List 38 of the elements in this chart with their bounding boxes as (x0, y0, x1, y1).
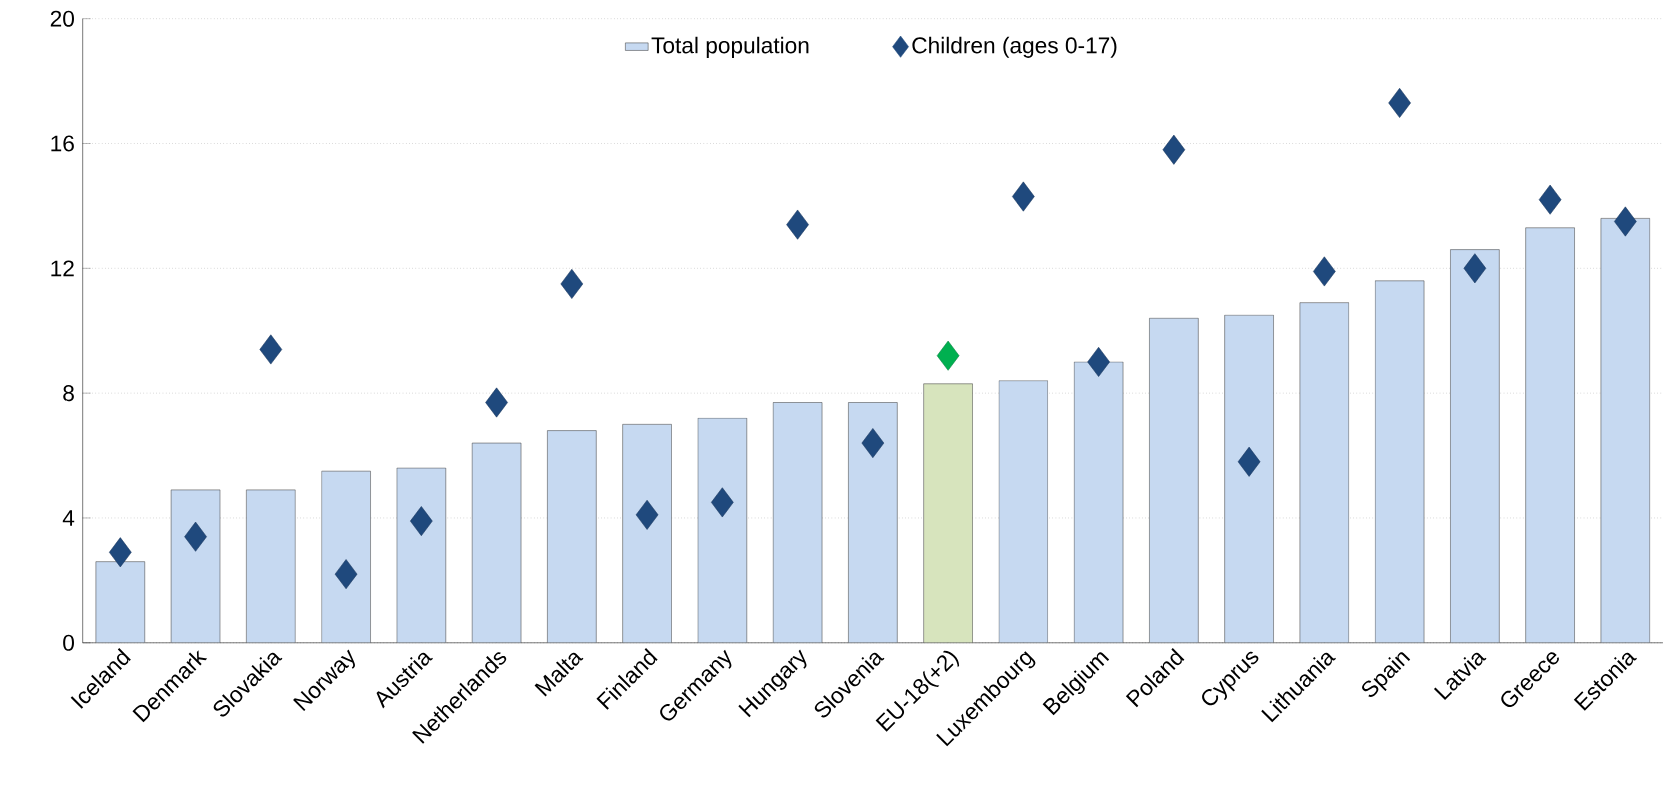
y-tick-label: 8 (63, 385, 74, 402)
bar (848, 402, 898, 643)
bar (1149, 318, 1199, 643)
point (184, 521, 207, 552)
point (1388, 88, 1411, 118)
point (1237, 446, 1261, 477)
point (1162, 134, 1186, 165)
point (1538, 184, 1562, 215)
point (259, 334, 283, 365)
point (485, 387, 508, 418)
point (861, 428, 885, 459)
bar (170, 489, 221, 643)
bar (1224, 314, 1274, 643)
bar (998, 380, 1049, 643)
bar (547, 430, 597, 643)
point (1463, 253, 1487, 284)
y-tick-label: 12 (51, 260, 74, 277)
y-tick-label: 4 (62, 510, 75, 526)
point (635, 500, 659, 530)
legend-label: Total population (651, 36, 809, 58)
point (334, 559, 358, 590)
bar (95, 561, 146, 643)
point (936, 340, 960, 371)
point (711, 487, 734, 518)
point (1614, 206, 1637, 237)
bar (772, 402, 823, 643)
point (1012, 181, 1035, 212)
point (1087, 347, 1110, 377)
point (410, 506, 433, 537)
point (786, 209, 809, 240)
legend-label: Children (ages 0-17) (912, 36, 1117, 58)
bar (1450, 249, 1500, 643)
y-tick-label: 20 (50, 10, 74, 27)
point (560, 269, 584, 299)
y-tick-label: 16 (51, 135, 74, 152)
point (1313, 256, 1336, 287)
bar (396, 467, 447, 643)
point (109, 537, 132, 568)
